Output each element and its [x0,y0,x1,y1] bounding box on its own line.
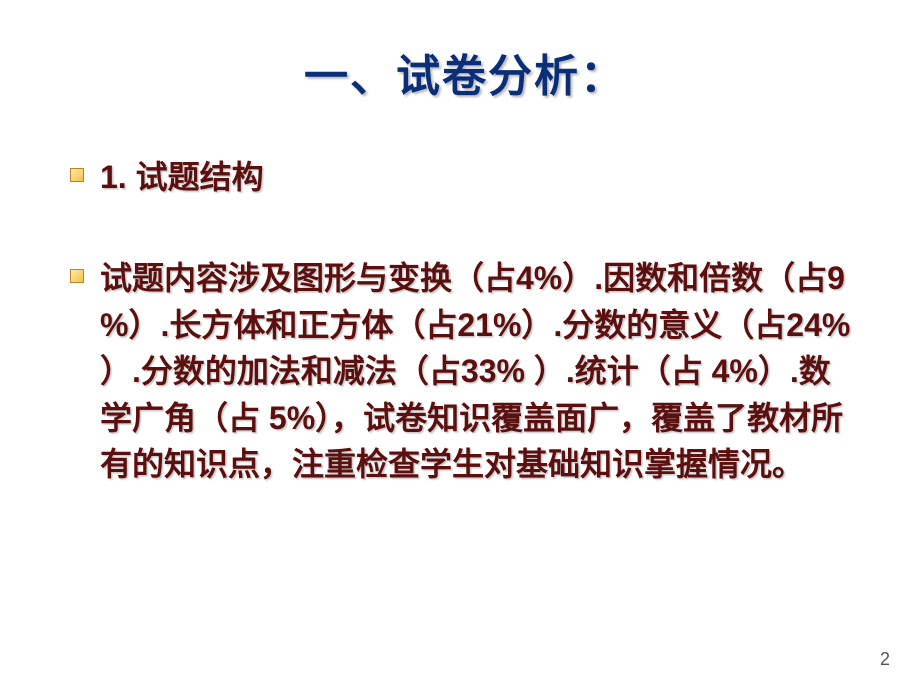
bullet-text-1: 1. 试题结构 [100,154,264,200]
bullet-item-2: 试题内容涉及图形与变换（占4%）.因数和倍数（占9 %）.长方体和正方体（占21… [70,255,860,487]
bullet-item-1: 1. 试题结构 [70,154,860,200]
bullet-text-2: 试题内容涉及图形与变换（占4%）.因数和倍数（占9 %）.长方体和正方体（占21… [100,255,860,487]
bullet-marker-icon [70,168,84,182]
slide: 一、试卷分析： 1. 试题结构 试题内容涉及图形与变换（占4%）.因数和倍数（占… [0,0,920,690]
page-number: 2 [880,649,890,670]
slide-title: 一、试卷分析： [70,40,860,104]
bullet-marker-icon [70,269,84,283]
